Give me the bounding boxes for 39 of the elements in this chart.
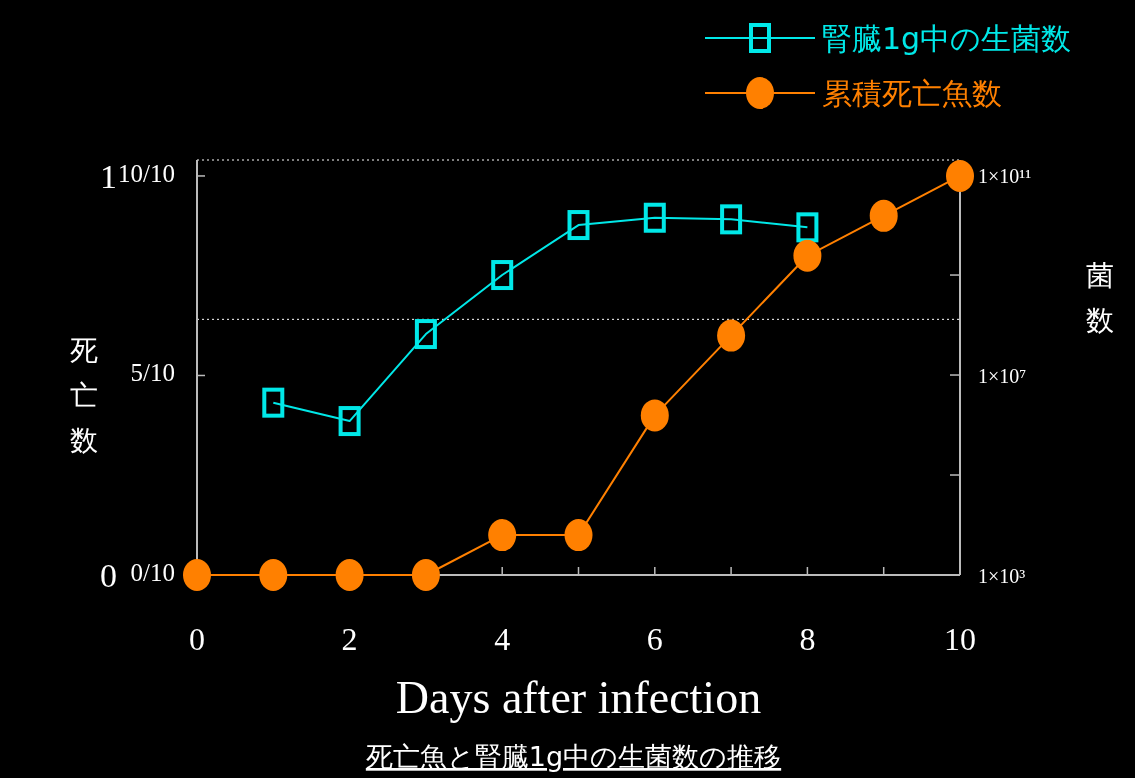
x-tick-label: 6 — [646, 621, 663, 657]
point — [414, 319, 437, 350]
x-axis-title: Days after infection — [395, 672, 762, 723]
x-tick-label: 0 — [189, 621, 205, 657]
y2-tick-label: 1×10³ — [978, 565, 1026, 587]
point — [335, 559, 364, 591]
point — [411, 559, 440, 591]
x-tick-label: 8 — [799, 621, 816, 657]
y-tick-label: 0/10 — [130, 559, 175, 586]
x-tick-label: 4 — [494, 621, 511, 657]
point — [720, 204, 743, 235]
point — [338, 406, 361, 437]
y3-tick-label: 1 — [100, 157, 117, 195]
point — [183, 559, 211, 591]
point — [567, 210, 590, 241]
point — [491, 260, 514, 291]
y-tick-label: 10/10 — [118, 159, 175, 187]
x-tick-label: 10 — [944, 621, 976, 657]
point — [262, 387, 285, 418]
point — [793, 239, 822, 272]
y3-tick-label: 0 — [100, 557, 117, 594]
text: 死亡魚と腎臓1g中の生菌数の推移 — [365, 741, 782, 772]
y2-tick-label: 1×10¹¹ — [978, 165, 1032, 188]
point — [488, 519, 517, 552]
point — [643, 202, 666, 233]
point — [640, 399, 669, 432]
x-tick-label: 2 — [341, 621, 358, 657]
point — [717, 319, 746, 352]
legend-label: 腎臓1g中の生菌数 — [822, 21, 1072, 56]
y2-tick-label: 1×10⁷ — [978, 365, 1027, 388]
y-axis-title: 死亡数 — [70, 334, 98, 457]
point — [259, 559, 288, 591]
point — [946, 159, 974, 192]
point — [869, 199, 898, 232]
point — [564, 519, 593, 552]
legend-label: 累積死亡魚数 — [822, 76, 1002, 111]
y-tick-label: 5/10 — [130, 359, 175, 387]
y2-axis-title: 菌数 — [1086, 259, 1114, 337]
point — [796, 212, 819, 243]
